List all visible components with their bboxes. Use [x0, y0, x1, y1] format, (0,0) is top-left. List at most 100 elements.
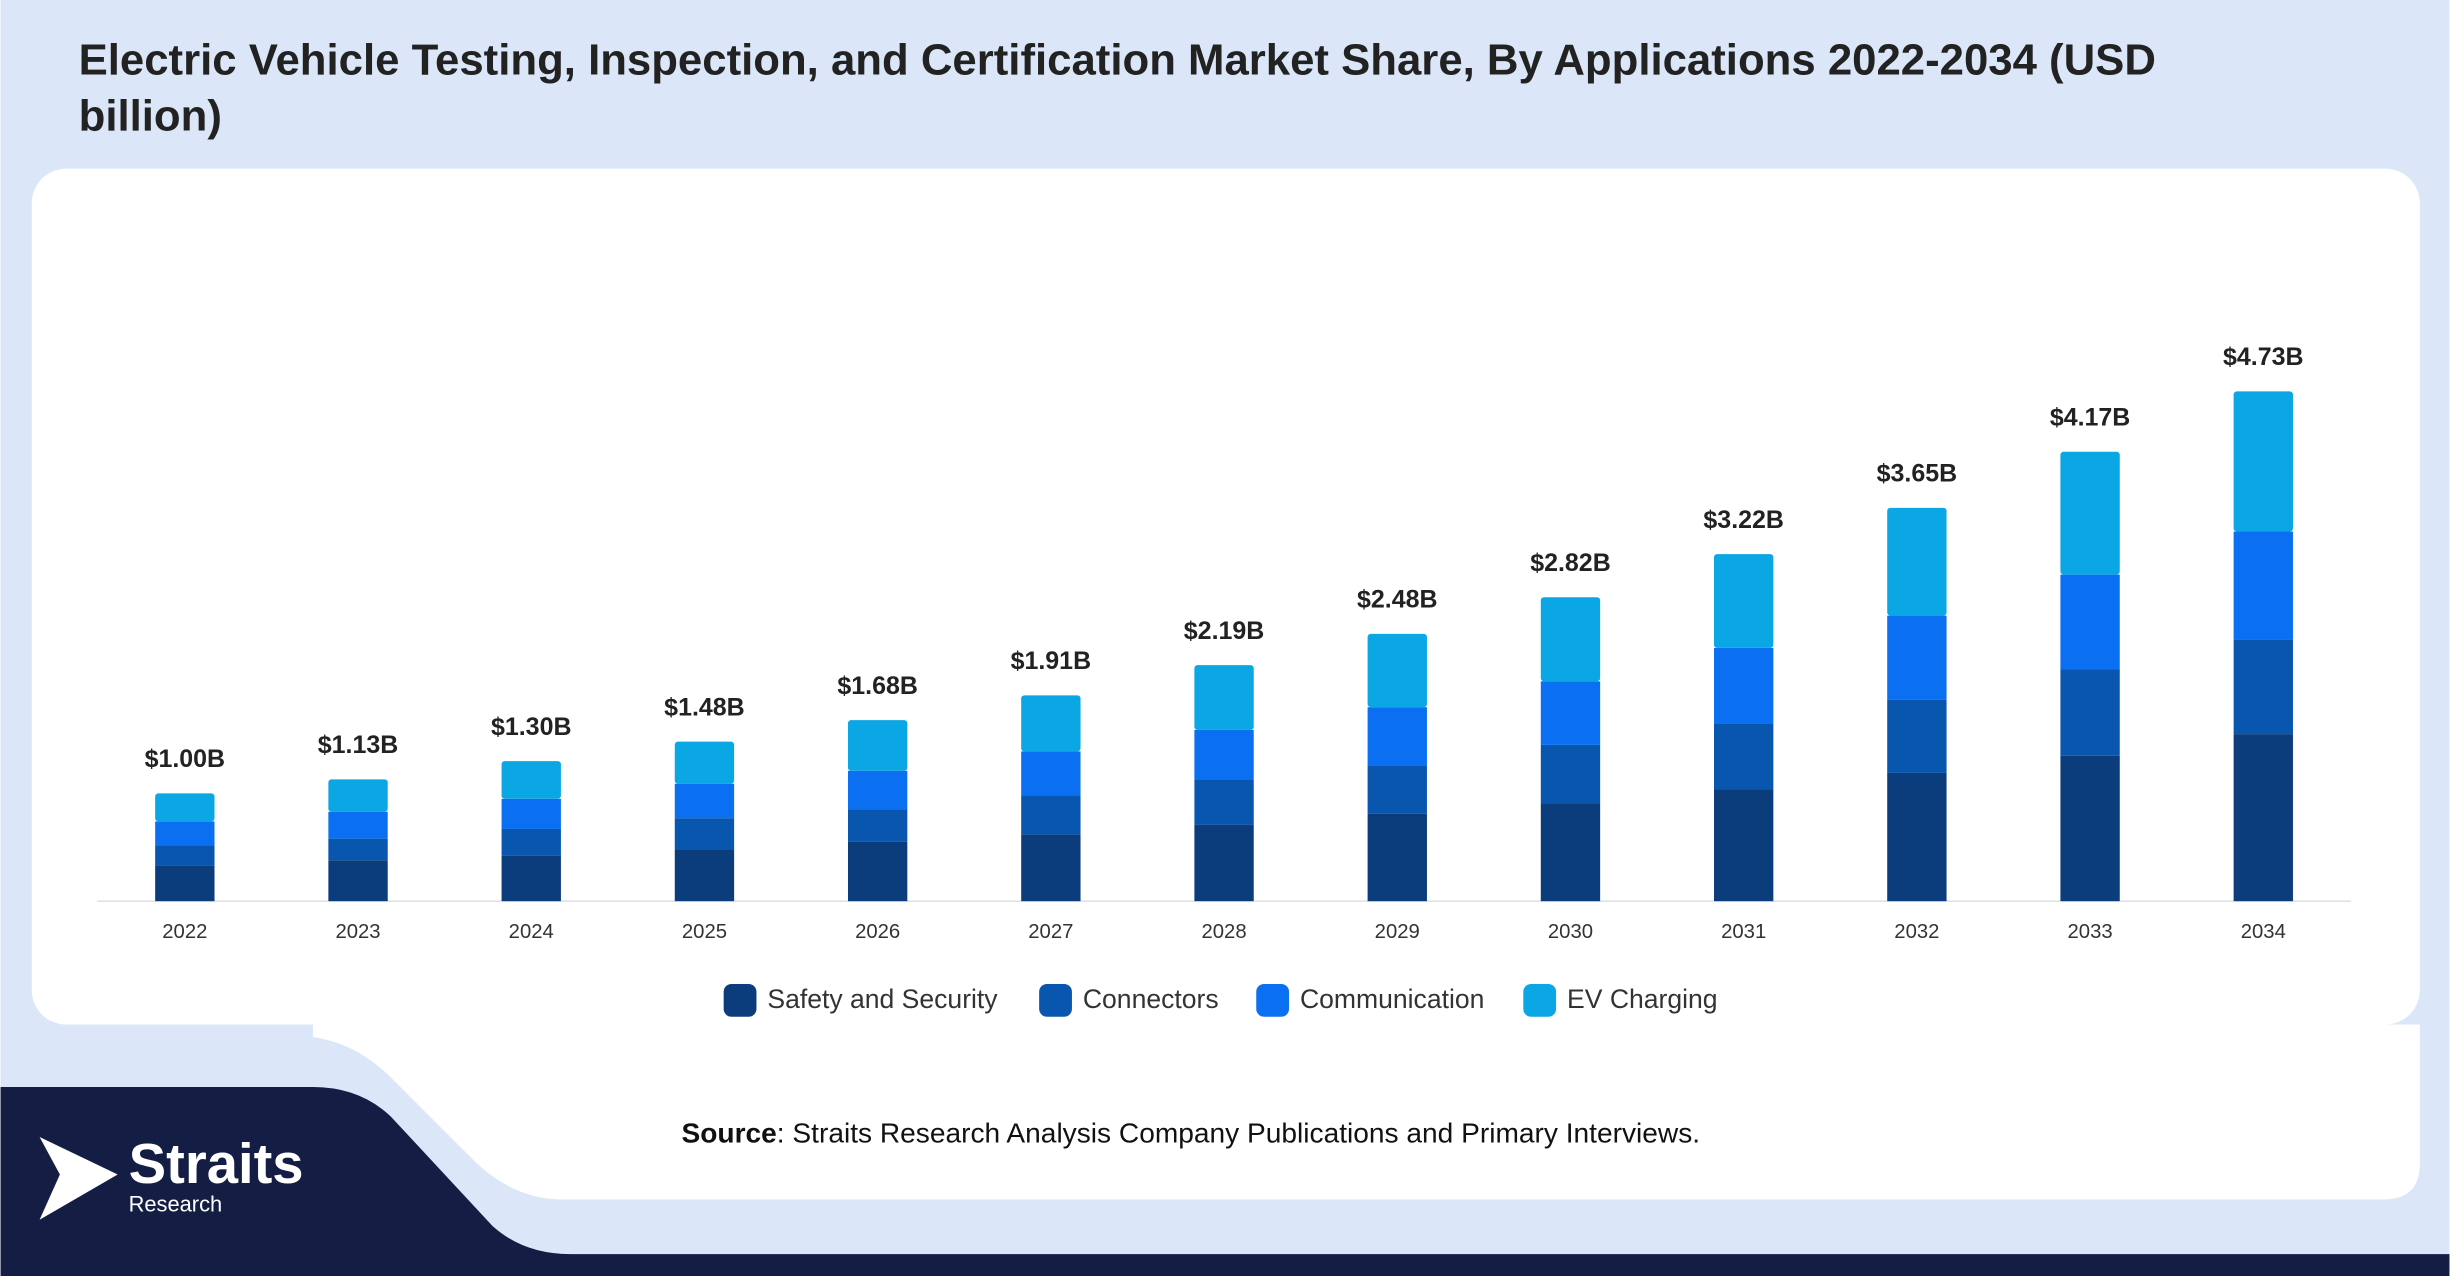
legend-swatch	[1523, 983, 1557, 1017]
logo-mark	[39, 1136, 118, 1220]
bar-segment	[1194, 729, 1254, 780]
x-tick-label: 2033	[2068, 921, 2113, 943]
bar-segment	[155, 845, 215, 866]
bar-segment	[674, 741, 735, 784]
legend-label: EV Charging	[1567, 984, 1718, 1014]
total-label: $1.68B	[837, 672, 918, 700]
x-tick-label: 2031	[1721, 921, 1766, 943]
total-label: $2.82B	[1530, 549, 1611, 577]
legend-label: Safety and Security	[767, 984, 998, 1014]
bar-segment	[501, 798, 561, 829]
footer-band	[0, 1087, 2450, 1276]
bar-segment	[674, 849, 735, 902]
bar-segment	[155, 793, 215, 822]
bar-segment	[847, 770, 908, 810]
total-label: $1.30B	[491, 713, 572, 741]
bar-segment	[1021, 834, 1081, 902]
bar-segment	[847, 841, 908, 902]
legend-label: Communication	[1300, 984, 1484, 1014]
bar-segment	[1021, 751, 1081, 796]
x-tick-label: 2032	[1894, 921, 1939, 943]
bar-segment	[2233, 734, 2293, 902]
bar-segment	[1021, 695, 1081, 752]
bar-segment	[1887, 699, 1947, 773]
bar-segment	[1367, 707, 1427, 766]
bar-segment	[1540, 744, 1601, 804]
legend-label: Connectors	[1083, 984, 1219, 1014]
logo-name: Straits	[129, 1132, 304, 1195]
bar-segment	[1194, 779, 1254, 825]
bar-segment	[1021, 795, 1081, 835]
source: Source: Straits Research Analysis Compan…	[681, 1118, 1700, 1149]
bar-segment	[847, 720, 908, 771]
bar-segment	[501, 761, 561, 799]
source-label: Source	[681, 1118, 776, 1149]
title-line: Electric Vehicle Testing, Inspection, an…	[79, 35, 2156, 84]
bar-segment	[2233, 639, 2293, 735]
bar-segment	[1367, 765, 1427, 814]
bar-segment	[501, 855, 561, 902]
bar-segment	[674, 818, 735, 850]
x-tick-label: 2028	[1201, 921, 1246, 943]
total-label: $4.73B	[2223, 343, 2304, 371]
bar-segment	[847, 809, 908, 842]
bar-segment	[1714, 723, 1774, 790]
x-tick-label: 2034	[2241, 921, 2286, 943]
x-tick-label: 2023	[335, 921, 380, 943]
bar-segment	[1887, 772, 1947, 902]
bar-segment	[2233, 531, 2293, 640]
logo-sub: Research	[129, 1191, 223, 1216]
title-line: billion)	[79, 91, 222, 140]
bar-segment	[1540, 803, 1601, 902]
bar-segment	[328, 838, 388, 861]
bar-segment	[328, 779, 388, 812]
bar-segment	[501, 828, 561, 856]
bar-segment	[155, 865, 215, 902]
bar-segment	[1540, 681, 1601, 745]
total-label: $1.00B	[145, 745, 226, 773]
bar-segment	[1194, 824, 1254, 902]
total-label: $1.48B	[664, 693, 745, 721]
bar-segment	[674, 783, 735, 819]
x-tick-label: 2025	[682, 921, 727, 943]
total-label: $3.22B	[1703, 506, 1784, 534]
bar-segment	[1714, 647, 1774, 724]
x-tick-label: 2027	[1028, 921, 1073, 943]
x-tick-label: 2029	[1375, 921, 1420, 943]
bar-segment	[2060, 669, 2120, 756]
bar-segment	[1714, 554, 1774, 648]
bar-segment	[1714, 789, 1774, 902]
x-tick-label: 2024	[509, 921, 554, 943]
total-label: $2.19B	[1184, 617, 1265, 645]
bar-segment	[1887, 507, 1947, 616]
bar-segment	[328, 860, 388, 902]
bar-segment	[1194, 665, 1254, 730]
bar-segment	[2060, 755, 2120, 902]
chart-title: Electric Vehicle Testing, Inspection, an…	[79, 35, 2156, 140]
bar-segment	[2060, 574, 2120, 670]
bar-segment	[1367, 813, 1427, 902]
total-label: $1.91B	[1011, 647, 1092, 675]
x-tick-label: 2030	[1548, 921, 1593, 943]
legend-swatch	[723, 983, 757, 1017]
total-label: $3.65B	[1877, 460, 1958, 488]
x-tick-label: 2022	[162, 921, 207, 943]
bar-segment	[328, 811, 388, 839]
total-label: $1.13B	[318, 731, 399, 759]
bar-segment	[1887, 615, 1947, 700]
bar-segment	[1367, 633, 1427, 708]
bar-segment	[2233, 391, 2293, 532]
source-card	[312, 1024, 2420, 1200]
x-tick-label: 2026	[855, 921, 900, 943]
legend-swatch	[1256, 983, 1290, 1017]
source-text: : Straits Research Analysis Company Publ…	[777, 1118, 1700, 1149]
total-label: $2.48B	[1357, 586, 1438, 614]
total-label: $4.17B	[2050, 404, 2131, 432]
bar-segment	[155, 821, 215, 846]
chart-card	[31, 168, 2420, 1025]
bar-segment	[2060, 451, 2120, 575]
legend-swatch	[1039, 983, 1072, 1017]
bar-segment	[1540, 597, 1601, 682]
